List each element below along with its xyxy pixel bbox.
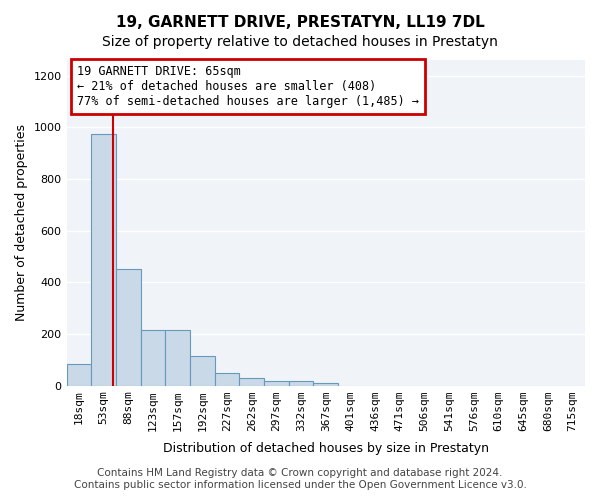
- Bar: [215, 372, 239, 386]
- Bar: [190, 356, 215, 386]
- Bar: [165, 330, 190, 386]
- Bar: [67, 364, 91, 386]
- Bar: [116, 270, 140, 386]
- Bar: [91, 134, 116, 386]
- Bar: [264, 381, 289, 386]
- Text: 19, GARNETT DRIVE, PRESTATYN, LL19 7DL: 19, GARNETT DRIVE, PRESTATYN, LL19 7DL: [116, 15, 484, 30]
- Bar: [239, 378, 264, 386]
- Bar: [289, 381, 313, 386]
- Bar: [313, 383, 338, 386]
- Bar: [140, 330, 165, 386]
- Text: Size of property relative to detached houses in Prestatyn: Size of property relative to detached ho…: [102, 35, 498, 49]
- Y-axis label: Number of detached properties: Number of detached properties: [15, 124, 28, 322]
- X-axis label: Distribution of detached houses by size in Prestatyn: Distribution of detached houses by size …: [163, 442, 489, 455]
- Text: 19 GARNETT DRIVE: 65sqm
← 21% of detached houses are smaller (408)
77% of semi-d: 19 GARNETT DRIVE: 65sqm ← 21% of detache…: [77, 65, 419, 108]
- Text: Contains HM Land Registry data © Crown copyright and database right 2024.
Contai: Contains HM Land Registry data © Crown c…: [74, 468, 526, 490]
